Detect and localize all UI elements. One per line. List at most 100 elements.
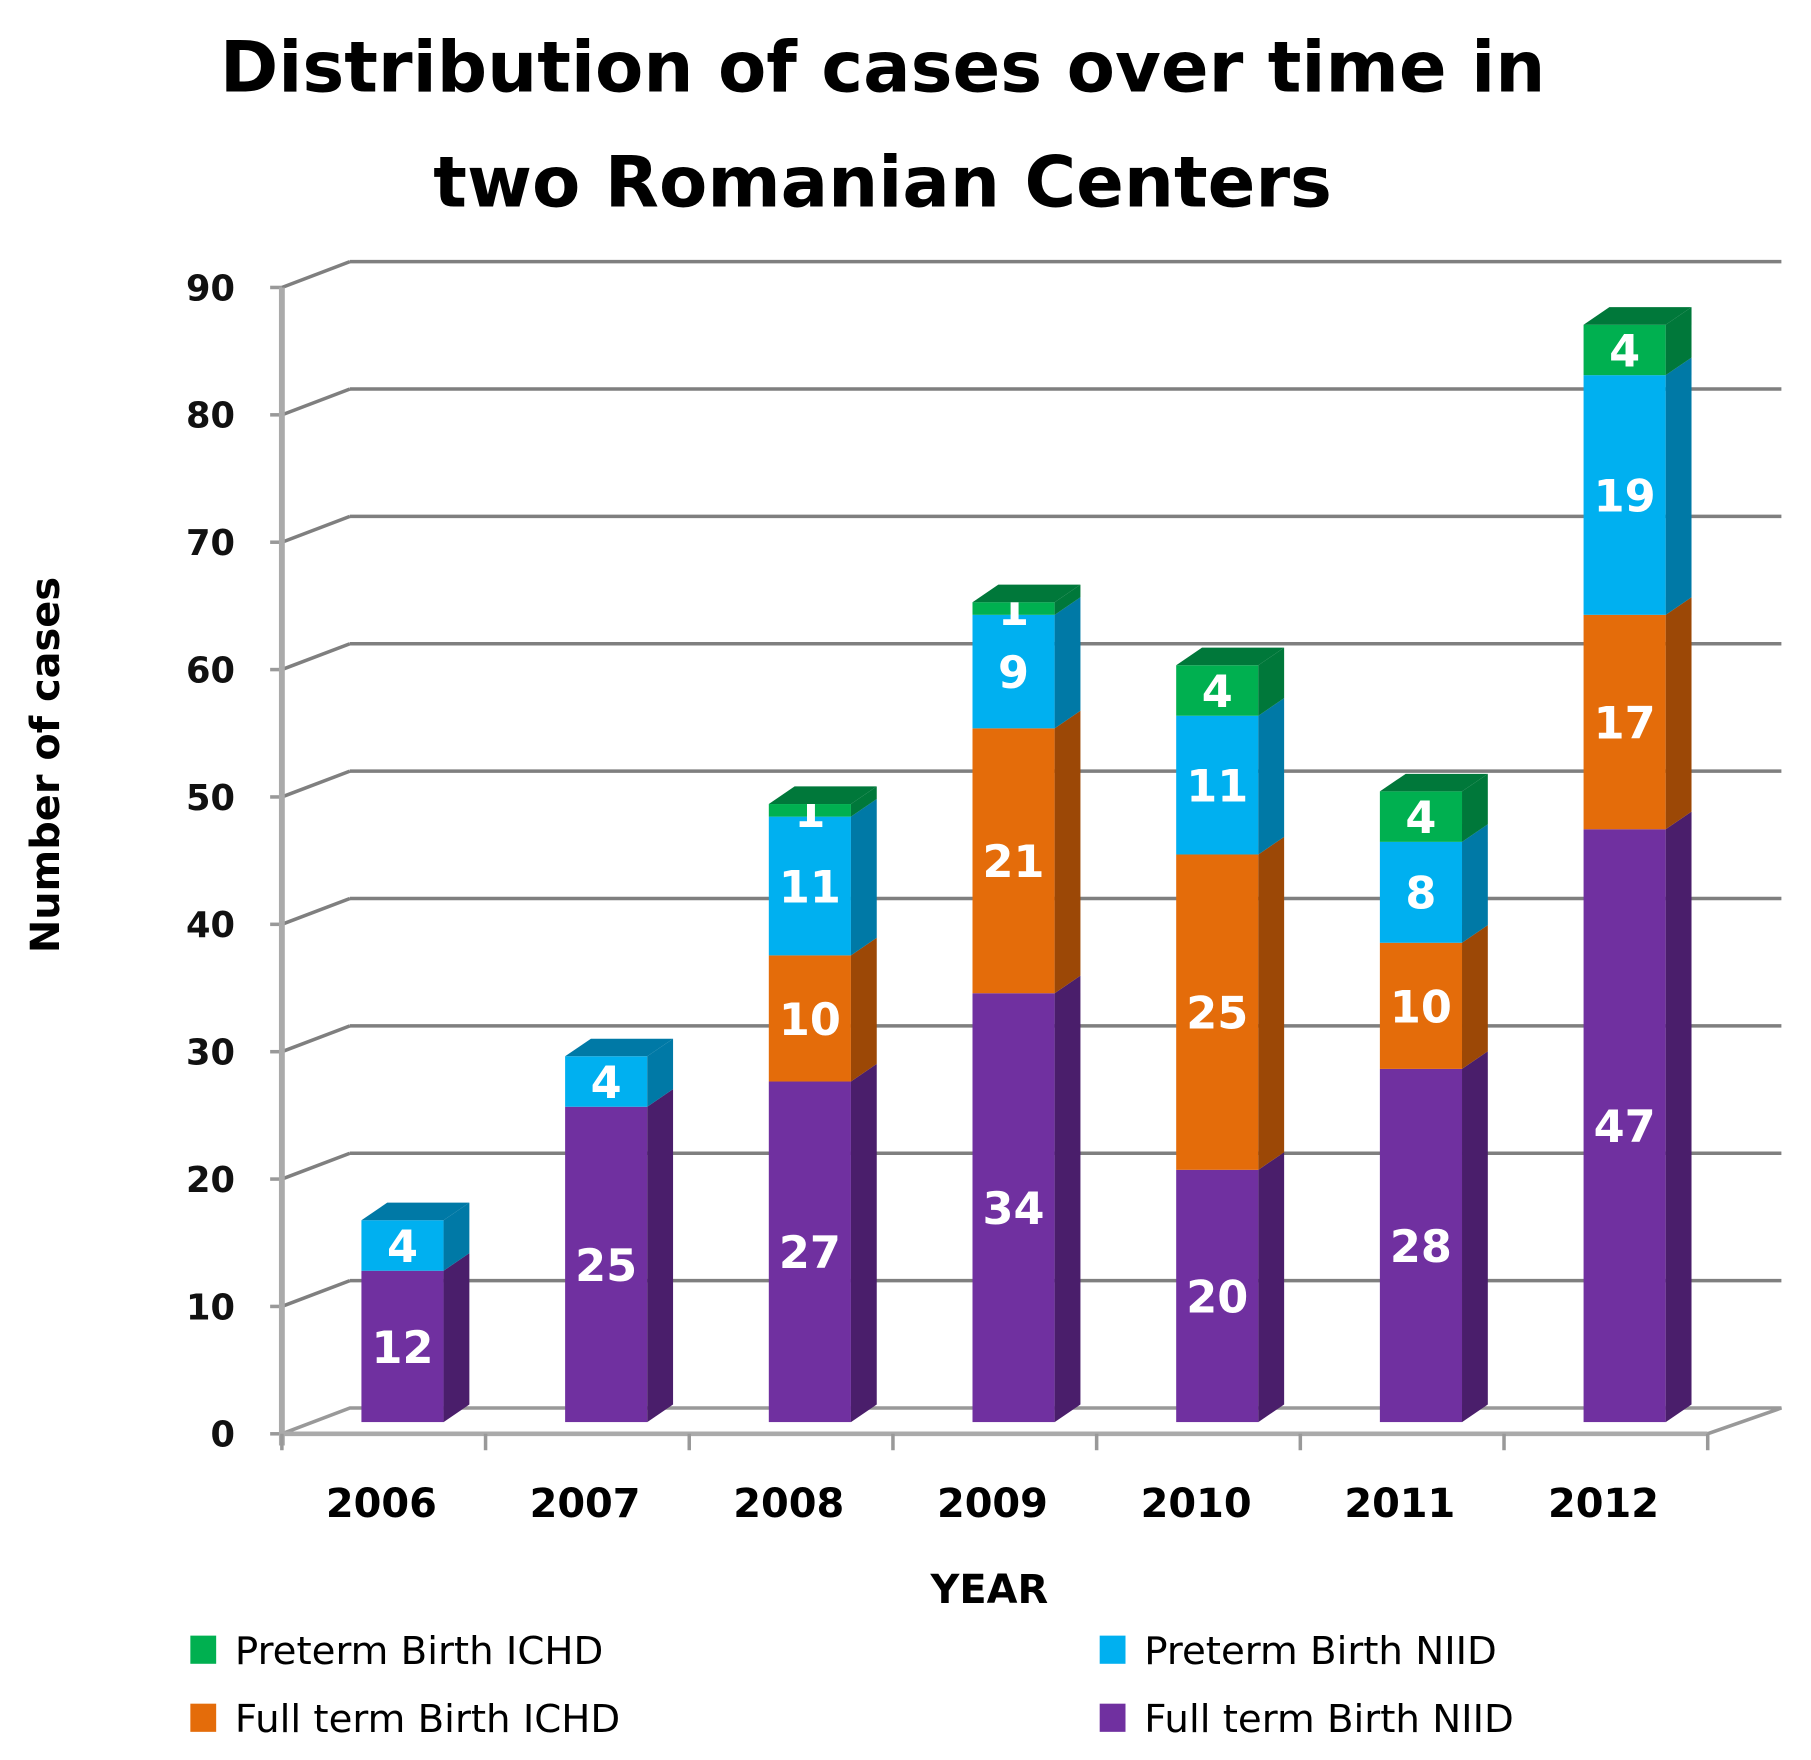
x-axis-title: YEAR	[930, 1567, 1049, 1613]
legend-swatch	[190, 1703, 217, 1732]
bar-segment	[1176, 854, 1259, 1170]
bar-stack-2011: 28 10 8 4	[1379, 773, 1488, 1423]
legend-item: Full term Birth ICHD	[190, 1697, 620, 1742]
legend-label: Preterm Birth NIID	[1144, 1629, 1497, 1674]
bar-segment-side	[1258, 836, 1285, 1170]
data-label: 20	[1186, 1271, 1248, 1323]
bar-segment-side	[1665, 811, 1692, 1423]
bar-segment-side	[1665, 357, 1692, 615]
data-label: 8	[1405, 868, 1436, 920]
y-tick-label: 60	[186, 650, 235, 691]
y-tick-label: 10	[186, 1287, 235, 1328]
bar-top	[1379, 773, 1488, 792]
data-label: 47	[1594, 1101, 1656, 1153]
bar-segment	[1583, 324, 1666, 376]
gridline-diagonal	[281, 387, 351, 417]
bar-segment	[1583, 829, 1666, 1423]
bar-segment-side	[1462, 824, 1488, 943]
bar-top	[1583, 307, 1692, 325]
bar-stack-2006: 12 4	[361, 1202, 470, 1423]
x-tick-label: 2007	[530, 1481, 641, 1527]
y-tick-label: 80	[186, 396, 235, 437]
bar-segment-side	[1258, 647, 1285, 716]
bar-segment	[1583, 614, 1666, 830]
data-label: 19	[1594, 470, 1656, 522]
bar-segment-side	[647, 1089, 674, 1423]
chart-title-line-2: two Romanian Centers	[433, 142, 1332, 224]
bar-segment	[768, 816, 851, 956]
bar-stack-2010: 20 25 11 4	[1176, 647, 1285, 1423]
data-label: 17	[1594, 697, 1656, 749]
data-label: 11	[779, 861, 841, 913]
bar-segment-side	[1665, 307, 1692, 376]
data-label: 25	[575, 1240, 637, 1292]
legend-swatch	[1099, 1635, 1126, 1664]
gridline-diagonal	[281, 1278, 351, 1309]
y-tick-label: 40	[186, 905, 235, 946]
data-label: 4	[1405, 792, 1436, 844]
bar-segment-side	[850, 799, 877, 956]
bar-segment	[565, 1106, 648, 1423]
data-label: 27	[779, 1227, 841, 1279]
bar-segment	[768, 1081, 851, 1423]
bar-stack-2012: 47 17 19 4	[1583, 307, 1692, 1423]
bar-segment-side	[1462, 1051, 1488, 1423]
data-label: 28	[1390, 1221, 1452, 1273]
bar-top	[972, 584, 1081, 603]
x-tick-label: 2008	[733, 1481, 844, 1527]
data-label: 25	[1186, 988, 1248, 1040]
data-label: 12	[371, 1322, 433, 1374]
data-label: 9	[998, 647, 1029, 699]
x-tick-labels: 2006 2007 2008 2009 2010 2011 2012	[326, 1481, 1659, 1527]
bar-segment-side	[850, 1063, 877, 1423]
x-tick-label: 2006	[326, 1481, 437, 1527]
bar-segment	[1583, 375, 1666, 615]
y-tick-label: 50	[186, 778, 235, 819]
legend-item: Preterm Birth ICHD	[190, 1629, 603, 1674]
bar-segment-side	[647, 1038, 674, 1107]
data-label: 4	[591, 1057, 622, 1109]
bar-segment-side	[850, 786, 877, 817]
y-tick-label: 20	[186, 1160, 235, 1201]
legend-label: Preterm Birth ICHD	[235, 1629, 603, 1674]
gridline-diagonal	[281, 896, 351, 926]
legend-swatch	[1099, 1703, 1126, 1732]
bar-segment	[972, 993, 1055, 1423]
bar-segment-side	[443, 1202, 470, 1271]
y-tick-label: 90	[186, 268, 235, 309]
bar-segment	[1176, 715, 1259, 855]
bar-segment-side	[1054, 597, 1081, 729]
bar-segment	[565, 1056, 648, 1107]
data-label: 10	[779, 994, 841, 1046]
legend-label: Full term Birth ICHD	[235, 1697, 620, 1742]
y-axis-title: Number of cases	[23, 577, 69, 953]
gridline-diagonal	[281, 1024, 351, 1054]
gridline-diagonal	[281, 769, 351, 799]
bar-segment	[1379, 942, 1463, 1069]
bar-segment	[361, 1220, 444, 1271]
bar-segment	[361, 1270, 444, 1423]
legend: Preterm Birth ICHD Preterm Birth NIID Full…	[190, 1629, 1514, 1742]
data-label: 34	[983, 1183, 1045, 1235]
gridline-diagonal	[281, 1151, 351, 1181]
gridline-diagonal	[281, 642, 351, 672]
bar-top	[1176, 647, 1285, 666]
data-label: 21	[983, 836, 1045, 888]
bar-segment	[1176, 665, 1259, 716]
gridline-diagonal	[281, 514, 351, 544]
bar-segment	[1379, 791, 1463, 842]
x-tick-label: 2010	[1141, 1481, 1252, 1527]
data-label: 4	[387, 1221, 418, 1273]
x-tick-label: 2011	[1344, 1481, 1455, 1527]
bar-segment-side	[1258, 1152, 1285, 1423]
legend-label: Full term Birth NIID	[1144, 1697, 1514, 1742]
bar-top	[361, 1202, 470, 1221]
data-label: 4	[1202, 666, 1233, 718]
bar-segment	[1379, 1068, 1463, 1423]
legend-item: Full term Birth NIID	[1099, 1697, 1514, 1742]
legend-swatch	[190, 1635, 217, 1664]
bar-segment-side	[1054, 710, 1081, 994]
